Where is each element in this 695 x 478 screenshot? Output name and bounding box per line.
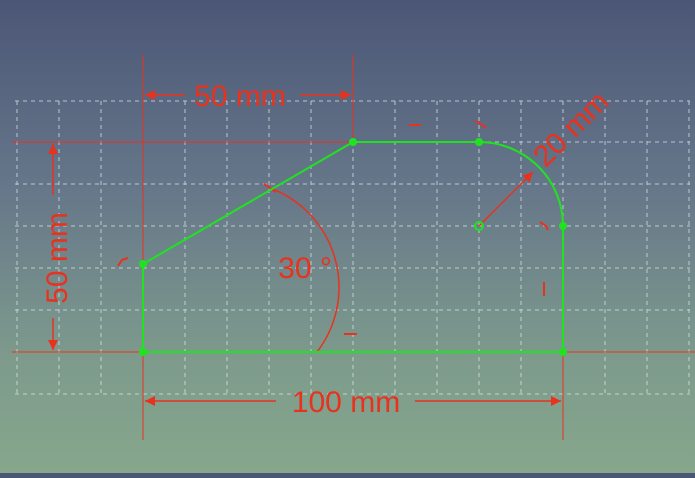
angle-constraint-icon [117, 257, 129, 267]
vertex-point [559, 222, 567, 230]
dimension-arc-radius-label: 20 mm [527, 85, 615, 173]
dimension-bottom-width-label: 100 mm [292, 386, 400, 419]
corner-arc [478, 141, 564, 227]
dimension-top-width-label: 50 mm [194, 80, 286, 113]
vertex-point [559, 348, 567, 356]
dimension-arc-radius[interactable]: 20 mm [478, 85, 615, 227]
tangent-constraint-icon [474, 120, 487, 129]
constraint-markers [117, 120, 549, 335]
arc-center-point [474, 221, 484, 231]
dimension-angle-label: 30 ° [278, 252, 332, 285]
dimension-top-width[interactable]: 50 mm [142, 55, 354, 265]
sketch-vertices[interactable] [139, 138, 567, 356]
slanted-edge-line [142, 141, 354, 265]
vertex-point [139, 260, 147, 268]
dimension-left-height[interactable]: 50 mm [12, 141, 353, 353]
dimension-bottom-width[interactable]: 100 mm [142, 226, 564, 440]
dimension-left-height-label: 50 mm [41, 212, 74, 304]
vertex-point [139, 348, 147, 356]
vertex-point [475, 138, 483, 146]
sketch-geometry[interactable] [142, 141, 564, 353]
dimension-angle[interactable]: 30 ° [263, 183, 340, 353]
vertex-point [349, 138, 357, 146]
tangent-constraint-icon [539, 221, 549, 231]
